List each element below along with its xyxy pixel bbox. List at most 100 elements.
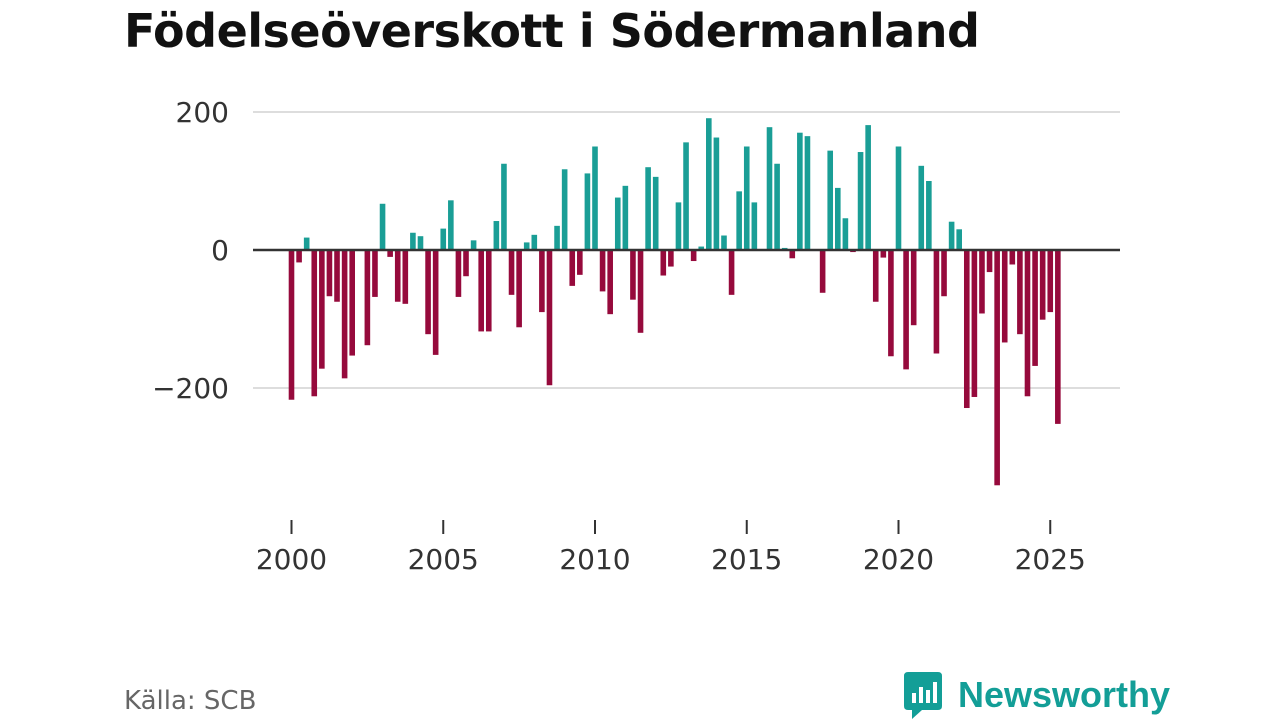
- bar: [918, 165, 925, 250]
- bar: [334, 250, 340, 302]
- y-tick-label: 0: [211, 234, 229, 267]
- bar: [569, 250, 576, 286]
- bar: [1024, 250, 1031, 397]
- bar: [857, 152, 864, 250]
- bar: [394, 250, 401, 302]
- bar: [402, 250, 409, 304]
- bar: [341, 250, 348, 379]
- bar: [979, 250, 985, 314]
- bar: [614, 197, 621, 250]
- bar: [607, 250, 613, 315]
- bar: [425, 250, 431, 335]
- bar: [698, 246, 705, 250]
- bar: [592, 146, 598, 250]
- bar: [372, 250, 378, 297]
- x-tick-label: 2000: [256, 543, 327, 576]
- bar: [736, 191, 742, 250]
- bar: [948, 221, 955, 250]
- bar: [645, 167, 651, 250]
- x-tick-label: 2010: [559, 543, 630, 576]
- bar: [417, 236, 424, 250]
- bar: [842, 218, 849, 250]
- bar: [432, 250, 439, 355]
- x-tick-label: 2025: [1015, 543, 1086, 576]
- bar: [303, 237, 310, 250]
- bar: [539, 250, 545, 313]
- bar: [1032, 250, 1038, 366]
- bar: [835, 187, 841, 250]
- bar: [637, 250, 644, 333]
- bar: [872, 250, 879, 302]
- bar: [956, 229, 962, 250]
- bar: [440, 228, 447, 250]
- bar: [630, 250, 636, 300]
- bar: [766, 127, 773, 250]
- bar: [903, 250, 909, 370]
- bar: [531, 234, 538, 250]
- bar: [819, 250, 826, 293]
- bar: [683, 142, 689, 250]
- newsworthy-logo-text: Newsworthy: [958, 674, 1171, 715]
- bar: [326, 250, 333, 297]
- y-tick-label: −200: [152, 372, 229, 405]
- bar: [827, 150, 834, 250]
- bar: [561, 169, 568, 250]
- bar: [1047, 250, 1054, 313]
- bar: [523, 242, 530, 250]
- bar: [789, 250, 796, 259]
- x-tick-label: 2005: [408, 543, 479, 576]
- bar: [751, 202, 758, 250]
- bar: [706, 118, 712, 251]
- bar: [690, 250, 697, 262]
- bar: [797, 132, 803, 250]
- bar: [599, 250, 606, 292]
- bar: [470, 240, 477, 250]
- bar: [546, 250, 553, 386]
- source-note: Källa: SCB: [124, 686, 257, 716]
- bar: [1001, 250, 1008, 343]
- bar: [1039, 250, 1046, 320]
- bar: [963, 250, 970, 409]
- bar: [926, 181, 932, 250]
- bar: [516, 250, 522, 328]
- bar: [1017, 250, 1023, 335]
- bar: [994, 250, 1000, 486]
- bar: [455, 250, 462, 297]
- bar: [675, 202, 682, 250]
- bar: [478, 250, 484, 332]
- bar: [584, 173, 591, 250]
- bar: [941, 250, 947, 297]
- newsworthy-logo[interactable]: Newsworthy: [902, 670, 1170, 720]
- bar: [971, 250, 978, 397]
- bar: [349, 250, 355, 356]
- x-tick-label: 2015: [711, 543, 782, 576]
- bar: [296, 250, 302, 263]
- bar: [410, 232, 416, 250]
- bar: [668, 250, 674, 267]
- bar: [577, 250, 583, 275]
- chart-title: Födelseöverskott i Södermanland: [124, 4, 980, 58]
- bar: [888, 250, 894, 357]
- bar: [311, 250, 318, 397]
- bar: [713, 137, 720, 250]
- newsworthy-logo-icon: [904, 672, 942, 719]
- bar: [387, 250, 393, 257]
- bar: [933, 250, 940, 354]
- bar: [448, 200, 454, 250]
- bar: [865, 125, 871, 250]
- bar: [774, 163, 780, 250]
- bar: [463, 250, 469, 277]
- x-tick-label: 2020: [863, 543, 934, 576]
- bar: [554, 225, 560, 250]
- bar: [508, 250, 515, 295]
- bar: [493, 221, 500, 250]
- bar: [1009, 250, 1016, 265]
- bar: [288, 250, 295, 400]
- bar: [986, 250, 993, 273]
- bar: [743, 146, 750, 250]
- bar: [880, 250, 887, 258]
- bar: [652, 176, 659, 250]
- bar: [501, 163, 507, 250]
- bar: [721, 235, 727, 250]
